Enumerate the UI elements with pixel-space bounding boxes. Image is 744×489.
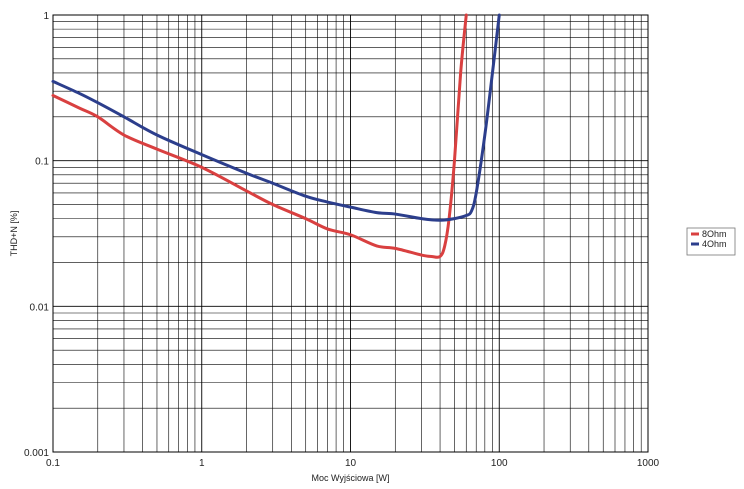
x-tick-label: 1000	[637, 458, 660, 469]
y-tick-labels: 1 0.1 0.01 0.001	[24, 11, 49, 459]
x-tick-label: 100	[491, 458, 508, 469]
plot-frame	[52, 14, 649, 453]
series-layer	[51, 13, 501, 259]
x-tick-label: 0.1	[46, 458, 60, 469]
series-line-4ohm	[51, 13, 501, 222]
x-tick-label: 10	[345, 458, 357, 469]
grid	[52, 15, 648, 453]
y-tick-label: 1	[43, 11, 49, 22]
y-axis-title: THD+N [%]	[9, 211, 19, 257]
legend-label: 8Ohm	[702, 229, 727, 239]
x-axis-title: Moc Wyjściowa [W]	[312, 473, 390, 483]
y-tick-label: 0.001	[24, 448, 49, 459]
y-tick-label: 0.1	[35, 157, 49, 168]
series-line-8ohm	[51, 13, 468, 259]
legend-label: 4Ohm	[702, 239, 727, 249]
x-tick-labels: 0.1 1 10 100 1000	[46, 458, 660, 469]
x-tick-label: 1	[199, 458, 205, 469]
y-tick-label: 0.01	[30, 302, 50, 313]
